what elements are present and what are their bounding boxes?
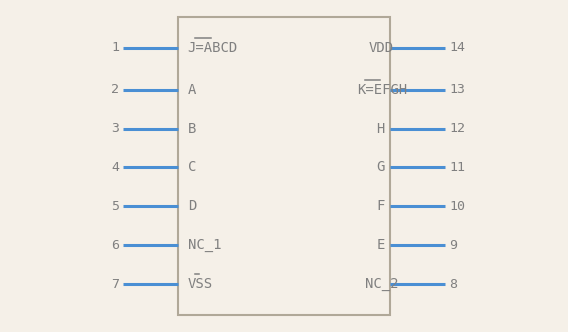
Text: 12: 12 <box>449 122 465 135</box>
Text: 11: 11 <box>449 161 465 174</box>
Text: K=EFGH: K=EFGH <box>357 83 408 97</box>
Text: 8: 8 <box>449 278 457 290</box>
Text: 13: 13 <box>449 83 465 96</box>
Text: 10: 10 <box>449 200 465 213</box>
Text: 9: 9 <box>449 239 457 252</box>
Text: 7: 7 <box>111 278 119 290</box>
Text: NC_2: NC_2 <box>365 277 399 291</box>
Text: E: E <box>377 238 385 252</box>
Text: 4: 4 <box>111 161 119 174</box>
Text: B: B <box>187 122 196 136</box>
Text: 2: 2 <box>111 83 119 96</box>
Text: 1: 1 <box>111 42 119 54</box>
Text: A: A <box>187 83 196 97</box>
Text: D: D <box>187 199 196 213</box>
Text: NC_1: NC_1 <box>187 238 221 252</box>
Text: J=ABCD: J=ABCD <box>187 41 238 55</box>
Text: 6: 6 <box>111 239 119 252</box>
Text: F: F <box>377 199 385 213</box>
Text: H: H <box>377 122 385 136</box>
Text: 14: 14 <box>449 42 465 54</box>
Text: 3: 3 <box>111 122 119 135</box>
Text: VSS: VSS <box>187 277 213 291</box>
Text: G: G <box>377 160 385 175</box>
Bar <box>178 17 390 315</box>
Text: C: C <box>187 160 196 175</box>
Text: 5: 5 <box>111 200 119 213</box>
Text: VDD: VDD <box>369 41 394 55</box>
